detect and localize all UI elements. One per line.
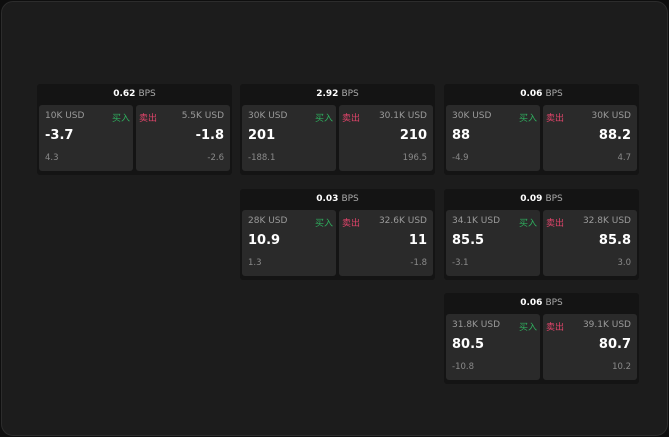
buy-button[interactable]: 30K USD 买入 201 -188.1 — [242, 105, 336, 171]
spread-header: 0.06 BPS — [444, 293, 639, 314]
sell-price: -1.8 — [195, 128, 224, 143]
sell-label: 卖出 — [546, 219, 565, 229]
sell-label: 卖出 — [342, 114, 361, 124]
buy-label: 买入 — [314, 219, 333, 229]
sell-button[interactable]: 卖出 5.5K USD -1.8 -2.6 — [136, 105, 230, 171]
sell-change: -1.8 — [410, 258, 427, 268]
buy-size: 28K USD — [248, 216, 288, 226]
sell-change: 196.5 — [402, 153, 427, 163]
sell-label: 卖出 — [342, 219, 361, 229]
spread-value: 0.06 — [520, 298, 543, 308]
buy-change: 1.3 — [248, 258, 262, 268]
spread-header: 0.09 BPS — [444, 189, 639, 210]
sell-price: 85.8 — [598, 233, 631, 248]
spread-header: 0.06 BPS — [444, 84, 639, 105]
spread-unit: BPS — [545, 194, 563, 204]
sell-change: 10.2 — [612, 362, 631, 372]
buy-label: 买入 — [518, 323, 537, 333]
buy-change: -3.1 — [452, 258, 469, 268]
spread-header: 0.03 BPS — [240, 189, 435, 210]
buy-button[interactable]: 34.1K USD 买入 85.5 -3.1 — [446, 210, 540, 276]
sell-price: 88.2 — [598, 128, 631, 143]
sell-price: 80.7 — [598, 337, 631, 352]
sell-size: 30K USD — [591, 111, 631, 121]
spread-value: 2.92 — [316, 89, 339, 99]
buy-change: -10.8 — [452, 362, 474, 372]
buy-price: 201 — [248, 128, 276, 143]
quote-card: 2.92 BPS 30K USD 买入 201 -188.1 卖出 30.1K U… — [240, 84, 435, 175]
spread-unit: BPS — [545, 89, 563, 99]
buy-button[interactable]: 30K USD 买入 88 -4.9 — [446, 105, 540, 171]
buy-button[interactable]: 10K USD 买入 -3.7 4.3 — [39, 105, 133, 171]
quote-card: 0.09 BPS 34.1K USD 买入 85.5 -3.1 卖出 32.8K … — [444, 189, 639, 280]
buy-label: 买入 — [518, 114, 537, 124]
spread-header: 2.92 BPS — [240, 84, 435, 105]
buy-button[interactable]: 31.8K USD 买入 80.5 -10.8 — [446, 314, 540, 380]
buy-size: 31.8K USD — [452, 320, 501, 330]
spread-header: 0.62 BPS — [37, 84, 232, 105]
spread-value: 0.03 — [316, 194, 339, 204]
spread-value: 0.09 — [520, 194, 543, 204]
sell-label: 卖出 — [139, 114, 158, 124]
buy-change: 4.3 — [45, 153, 59, 163]
quote-card: 0.06 BPS 31.8K USD 买入 80.5 -10.8 卖出 39.1K… — [444, 293, 639, 384]
sell-button[interactable]: 卖出 30.1K USD 210 196.5 — [339, 105, 433, 171]
spread-unit: BPS — [341, 89, 359, 99]
sell-price: 210 — [399, 128, 427, 143]
buy-change: -188.1 — [248, 153, 276, 163]
sell-button[interactable]: 卖出 32.6K USD 11 -1.8 — [339, 210, 433, 276]
sell-button[interactable]: 卖出 30K USD 88.2 4.7 — [543, 105, 637, 171]
buy-label: 买入 — [518, 219, 537, 229]
sell-size: 39.1K USD — [582, 320, 631, 330]
buy-size: 30K USD — [248, 111, 288, 121]
spread-unit: BPS — [138, 89, 156, 99]
sell-size: 32.8K USD — [582, 216, 631, 226]
sell-button[interactable]: 卖出 32.8K USD 85.8 3.0 — [543, 210, 637, 276]
buy-price: 85.5 — [452, 233, 485, 248]
sell-change: -2.6 — [207, 153, 224, 163]
spread-unit: BPS — [341, 194, 359, 204]
buy-label: 买入 — [314, 114, 333, 124]
sell-size: 32.6K USD — [378, 216, 427, 226]
buy-price: 80.5 — [452, 337, 485, 352]
buy-size: 10K USD — [45, 111, 85, 121]
spread-value: 0.06 — [520, 89, 543, 99]
buy-label: 买入 — [111, 114, 130, 124]
sell-label: 卖出 — [546, 323, 565, 333]
sell-change: 3.0 — [617, 258, 631, 268]
buy-change: -4.9 — [452, 153, 469, 163]
buy-size: 30K USD — [452, 111, 492, 121]
sell-price: 11 — [408, 233, 427, 248]
sell-label: 卖出 — [546, 114, 565, 124]
quote-card: 0.62 BPS 10K USD 买入 -3.7 4.3 卖出 5.5K USD … — [37, 84, 232, 175]
quote-card: 0.03 BPS 28K USD 买入 10.9 1.3 卖出 32.6K USD… — [240, 189, 435, 280]
buy-price: 88 — [452, 128, 471, 143]
sell-size: 30.1K USD — [378, 111, 427, 121]
sell-button[interactable]: 卖出 39.1K USD 80.7 10.2 — [543, 314, 637, 380]
sell-change: 4.7 — [617, 153, 631, 163]
buy-button[interactable]: 28K USD 买入 10.9 1.3 — [242, 210, 336, 276]
buy-size: 34.1K USD — [452, 216, 501, 226]
buy-price: 10.9 — [248, 233, 281, 248]
quote-card: 0.06 BPS 30K USD 买入 88 -4.9 卖出 30K USD 88… — [444, 84, 639, 175]
sell-size: 5.5K USD — [181, 111, 224, 121]
buy-price: -3.7 — [45, 128, 74, 143]
spread-unit: BPS — [545, 298, 563, 308]
spread-value: 0.62 — [113, 89, 136, 99]
